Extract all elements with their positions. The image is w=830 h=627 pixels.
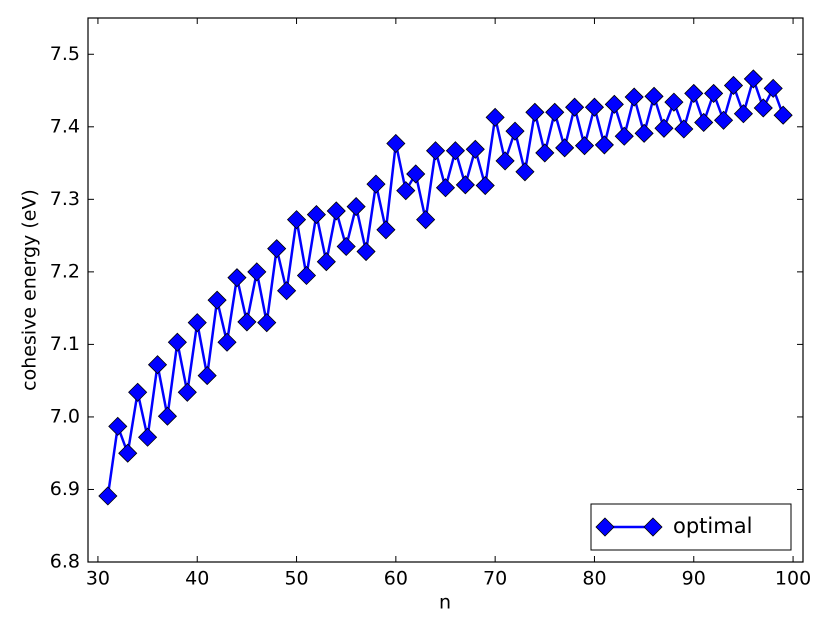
data-point <box>118 443 138 463</box>
data-point <box>455 175 475 195</box>
data-point <box>604 94 624 114</box>
data-point <box>485 107 505 127</box>
data-point <box>634 123 654 143</box>
data-point <box>475 175 495 196</box>
x-tick-label: 80 <box>582 568 606 590</box>
data-point <box>386 133 406 154</box>
data-point <box>664 92 684 112</box>
x-tick-label: 70 <box>483 568 507 590</box>
data-point <box>733 104 753 124</box>
legend-marker <box>643 517 663 537</box>
data-point <box>723 75 744 96</box>
x-axis-label: n <box>439 592 451 614</box>
data-point <box>416 210 436 230</box>
data-point <box>515 162 535 182</box>
data-point <box>316 252 336 272</box>
data-point <box>644 86 664 106</box>
data-point <box>763 78 783 98</box>
data-point <box>445 141 465 161</box>
y-tick-label: 7.1 <box>50 333 80 355</box>
data-point <box>306 204 326 225</box>
data-point <box>426 141 446 161</box>
plot-frame <box>87 17 804 563</box>
data-point <box>336 236 356 257</box>
data-point <box>594 135 614 155</box>
data-point <box>108 416 128 436</box>
x-tick-label: 90 <box>682 568 706 590</box>
data-point <box>465 139 485 159</box>
data-point <box>247 262 267 282</box>
data-point <box>296 265 317 286</box>
data-point <box>773 105 793 125</box>
data-point <box>207 290 227 310</box>
data-point <box>505 121 525 141</box>
x-tick-label: 50 <box>284 568 308 590</box>
data-point <box>366 174 386 194</box>
data-point <box>346 197 366 217</box>
data-point <box>584 97 605 117</box>
data-point <box>396 181 416 201</box>
data-point <box>277 281 297 301</box>
data-point <box>286 210 307 230</box>
data-point <box>545 102 565 122</box>
data-point <box>177 382 197 402</box>
data-point <box>614 126 634 146</box>
y-tick-label: 7.3 <box>50 188 80 210</box>
y-axis-label: cohesive energy (eV) <box>19 189 41 391</box>
data-point <box>356 241 376 262</box>
data-point <box>753 98 773 118</box>
legend-label: optimal <box>673 514 752 538</box>
data-point <box>147 355 168 375</box>
y-tick-label: 6.8 <box>50 551 80 573</box>
data-point <box>704 83 724 104</box>
data-point <box>138 427 158 447</box>
data-point <box>376 220 396 240</box>
data-point <box>98 486 118 506</box>
data-point <box>495 151 515 171</box>
y-tick-label: 7.0 <box>50 405 80 427</box>
data-point <box>267 239 287 259</box>
data-point <box>654 118 674 138</box>
data-point <box>167 332 187 352</box>
data-point <box>406 164 426 184</box>
legend-marker <box>595 517 615 537</box>
data-point <box>525 102 545 122</box>
data-point <box>535 143 555 163</box>
y-tick-label: 7.5 <box>50 43 80 65</box>
series-line <box>106 74 785 497</box>
data-point <box>326 201 346 221</box>
x-tick-label: 40 <box>185 568 209 590</box>
x-tick-label: 30 <box>86 568 110 590</box>
data-point <box>237 312 257 332</box>
x-tick-label: 60 <box>384 568 408 590</box>
data-point <box>694 112 714 133</box>
data-point <box>435 178 456 198</box>
y-tick-label: 6.9 <box>50 478 80 500</box>
data-point <box>157 406 178 426</box>
data-point <box>565 97 585 117</box>
data-point <box>197 366 217 386</box>
x-tick-label: 100 <box>775 568 811 590</box>
data-point <box>187 313 207 333</box>
data-point <box>674 119 694 139</box>
y-tick-label: 7.4 <box>50 115 80 137</box>
data-point <box>227 268 247 288</box>
data-point <box>257 313 277 333</box>
data-point <box>555 138 575 158</box>
data-point <box>217 332 237 352</box>
data-point <box>128 382 148 402</box>
y-tick-label: 7.2 <box>50 260 80 282</box>
data-point <box>713 110 734 130</box>
data-point <box>574 136 595 156</box>
data-point <box>624 87 644 107</box>
data-point <box>743 69 763 89</box>
data-point <box>684 83 704 104</box>
